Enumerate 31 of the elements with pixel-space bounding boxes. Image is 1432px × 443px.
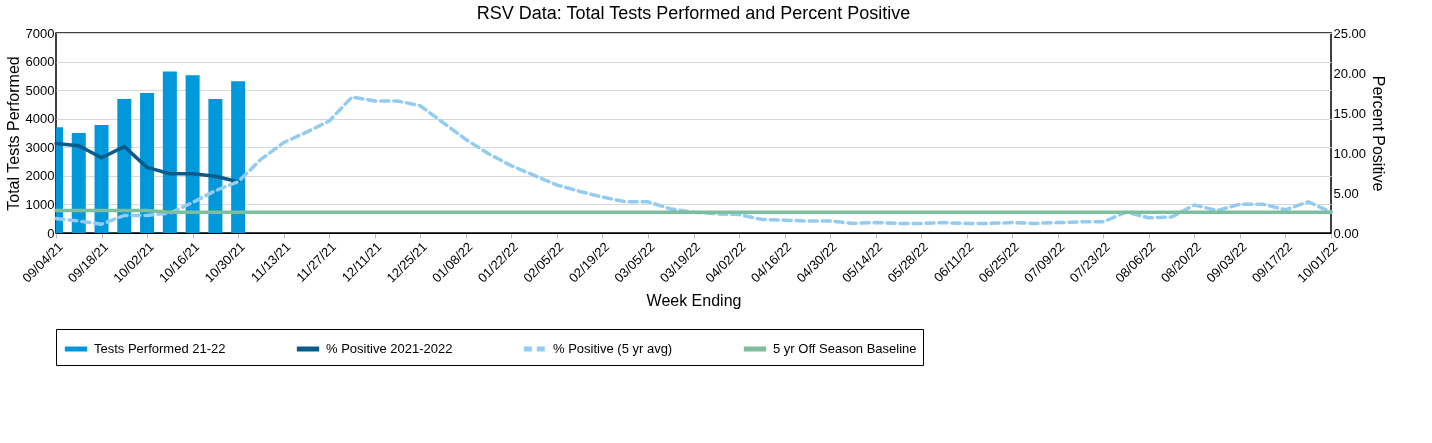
legend-label: % Positive 2021-2022 xyxy=(326,341,453,356)
bar xyxy=(231,81,246,233)
bar xyxy=(94,125,109,233)
y-tick-label: 7000 xyxy=(25,25,55,41)
bar xyxy=(208,99,223,233)
x-axis-title: Week Ending xyxy=(646,292,742,310)
chart-title: RSV Data: Total Tests Performed and Percent Positive xyxy=(476,3,911,23)
y-tick-label: 0 xyxy=(47,225,55,241)
bar xyxy=(140,93,155,233)
y2-tick-label: 20.00 xyxy=(1333,65,1367,81)
y-axis-title: Total Tests Performed xyxy=(4,56,22,211)
line-series xyxy=(54,95,1333,226)
y-tick-label: 6000 xyxy=(25,54,55,70)
y-tick-label: 1000 xyxy=(25,196,55,212)
y2-tick-label: 25.00 xyxy=(1333,25,1367,41)
y-tick-label: 5000 xyxy=(25,82,55,98)
y-tick-label: 2000 xyxy=(25,168,55,184)
legend-label: Tests Performed 21-22 xyxy=(94,341,226,356)
y2-tick-label: 0.00 xyxy=(1333,225,1359,241)
y-tick-label: 3000 xyxy=(25,139,55,155)
y2-tick-label: 15.00 xyxy=(1333,105,1367,121)
legend-label: % Positive (5 yr avg) xyxy=(553,341,673,356)
y2-tick-label: 5.00 xyxy=(1333,185,1359,201)
y2-axis-title: Percent Positive xyxy=(1370,75,1388,192)
legend-label: 5 yr Off Season Baseline xyxy=(773,341,917,356)
bar xyxy=(162,71,177,233)
bar xyxy=(117,99,132,233)
line-series xyxy=(54,141,240,184)
y2-tick-label: 10.00 xyxy=(1333,145,1367,161)
bar xyxy=(185,75,200,233)
y-tick-label: 4000 xyxy=(25,111,55,127)
